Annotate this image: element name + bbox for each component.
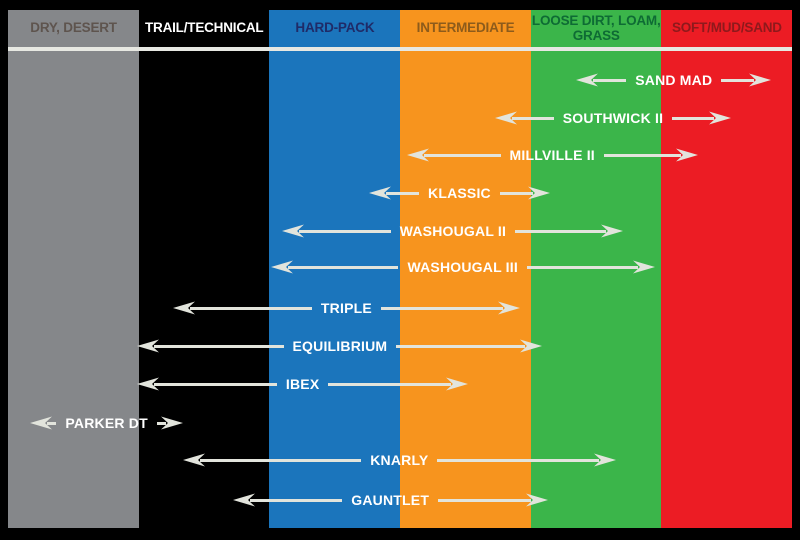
arrow-left-icon [172, 301, 195, 315]
tire-label-parker-dt: PARKER DT [65, 415, 148, 431]
arrow-line [156, 421, 167, 425]
arrow-line [189, 306, 312, 310]
arrow-line [47, 421, 57, 425]
arrow-left-icon [495, 111, 518, 125]
tire-label-klassic: KLASSIC [428, 185, 491, 201]
arrow-left-icon [576, 73, 599, 87]
tire-label-washougal-ii: WASHOUGAL II [399, 223, 507, 239]
arrow-right-icon [161, 416, 184, 430]
arrow-line [593, 78, 627, 82]
arrow-left-icon [232, 493, 255, 507]
arrow-line [512, 116, 554, 120]
arrow-line [380, 306, 504, 310]
column-header-soft-mud-sand: SOFT/MUD/SAND [671, 20, 782, 36]
terrain-column-trail-technical: TRAIL/TECHNICAL [138, 10, 270, 528]
arrow-right-icon [675, 148, 698, 162]
arrow-left-icon [368, 186, 391, 200]
terrain-chart: DRY, DESERT TRAIL/TECHNICAL HARD-PACK INTER… [8, 10, 792, 528]
column-header-intermediate: INTERMEDIATE [416, 20, 515, 36]
tire-label-triple: TRIPLE [320, 300, 372, 316]
tire-label-equilibrium: EQUILIBRIUM [292, 338, 388, 354]
tire-label-ibex: IBEX [285, 376, 320, 392]
arrow-left-icon [406, 148, 429, 162]
tire-row-gauntlet: GAUNTLET [232, 492, 548, 508]
column-header-dry-desert: DRY, DESERT [30, 20, 117, 36]
arrow-right-icon [498, 301, 521, 315]
arrow-line [603, 153, 681, 157]
column-header-hard-pack: HARD-PACK [295, 20, 375, 36]
terrain-column-intermediate: INTERMEDIATE [400, 10, 532, 528]
arrow-line [385, 191, 420, 195]
tire-label-millville-ii: MILLVILLE II [509, 147, 595, 163]
arrow-line [672, 116, 714, 120]
arrow-right-icon [528, 186, 551, 200]
arrow-right-icon [749, 73, 772, 87]
tire-row-triple: TRIPLE [172, 300, 521, 316]
arrow-right-icon [601, 224, 624, 238]
tire-row-washougal-iii: WASHOUGAL III [270, 259, 655, 275]
arrow-line [499, 191, 534, 195]
arrow-right-icon [632, 260, 655, 274]
terrain-column-hard-pack: HARD-PACK [269, 10, 401, 528]
arrow-line [438, 498, 531, 502]
tire-row-parker-dt: PARKER DT [30, 415, 184, 431]
arrow-line [299, 229, 391, 233]
arrow-line [437, 458, 599, 462]
tire-row-millville-ii: MILLVILLE II [406, 147, 698, 163]
tire-row-southwick-ii: SOUTHWICK II [495, 110, 731, 126]
arrow-right-icon [445, 377, 468, 391]
arrow-right-icon [593, 453, 616, 467]
arrow-line [154, 382, 277, 386]
arrow-left-icon [270, 260, 293, 274]
tire-row-washougal-ii: WASHOUGAL II [282, 223, 624, 239]
arrow-line [396, 344, 526, 348]
tire-label-gauntlet: GAUNTLET [351, 492, 430, 508]
arrow-right-icon [525, 493, 548, 507]
column-header-loose-dirt-loam-grass: LOOSE DIRT, LOAM, GRASS [531, 13, 661, 43]
arrow-line [515, 229, 607, 233]
tire-row-equilibrium: EQUILIBRIUM [137, 338, 543, 354]
arrow-left-icon [30, 416, 53, 430]
arrow-left-icon [137, 377, 160, 391]
tire-label-sand-mad: SAND MAD [635, 72, 713, 88]
arrow-right-icon [520, 339, 543, 353]
arrow-left-icon [137, 339, 160, 353]
arrow-line [423, 153, 501, 157]
tire-row-sand-mad: SAND MAD [576, 72, 772, 88]
arrow-right-icon [708, 111, 731, 125]
arrow-left-icon [183, 453, 206, 467]
arrow-left-icon [282, 224, 305, 238]
arrow-line [154, 344, 284, 348]
tire-label-southwick-ii: SOUTHWICK II [562, 110, 664, 126]
tire-label-knarly: KNARLY [370, 452, 429, 468]
arrow-line [721, 78, 755, 82]
tire-row-knarly: KNARLY [183, 452, 616, 468]
arrow-line [526, 265, 638, 269]
arrow-line [287, 265, 399, 269]
arrow-line [200, 458, 362, 462]
header-divider-line [8, 47, 792, 51]
tire-row-ibex: IBEX [137, 376, 468, 392]
terrain-column-soft-mud-sand: SOFT/MUD/SAND [661, 10, 792, 528]
arrow-line [328, 382, 451, 386]
tire-label-washougal-iii: WASHOUGAL III [407, 259, 518, 275]
arrow-line [249, 498, 343, 502]
terrain-column-dry-desert: DRY, DESERT [8, 10, 140, 528]
column-header-trail-technical: TRAIL/TECHNICAL [144, 20, 264, 36]
tire-row-klassic: KLASSIC [368, 185, 551, 201]
